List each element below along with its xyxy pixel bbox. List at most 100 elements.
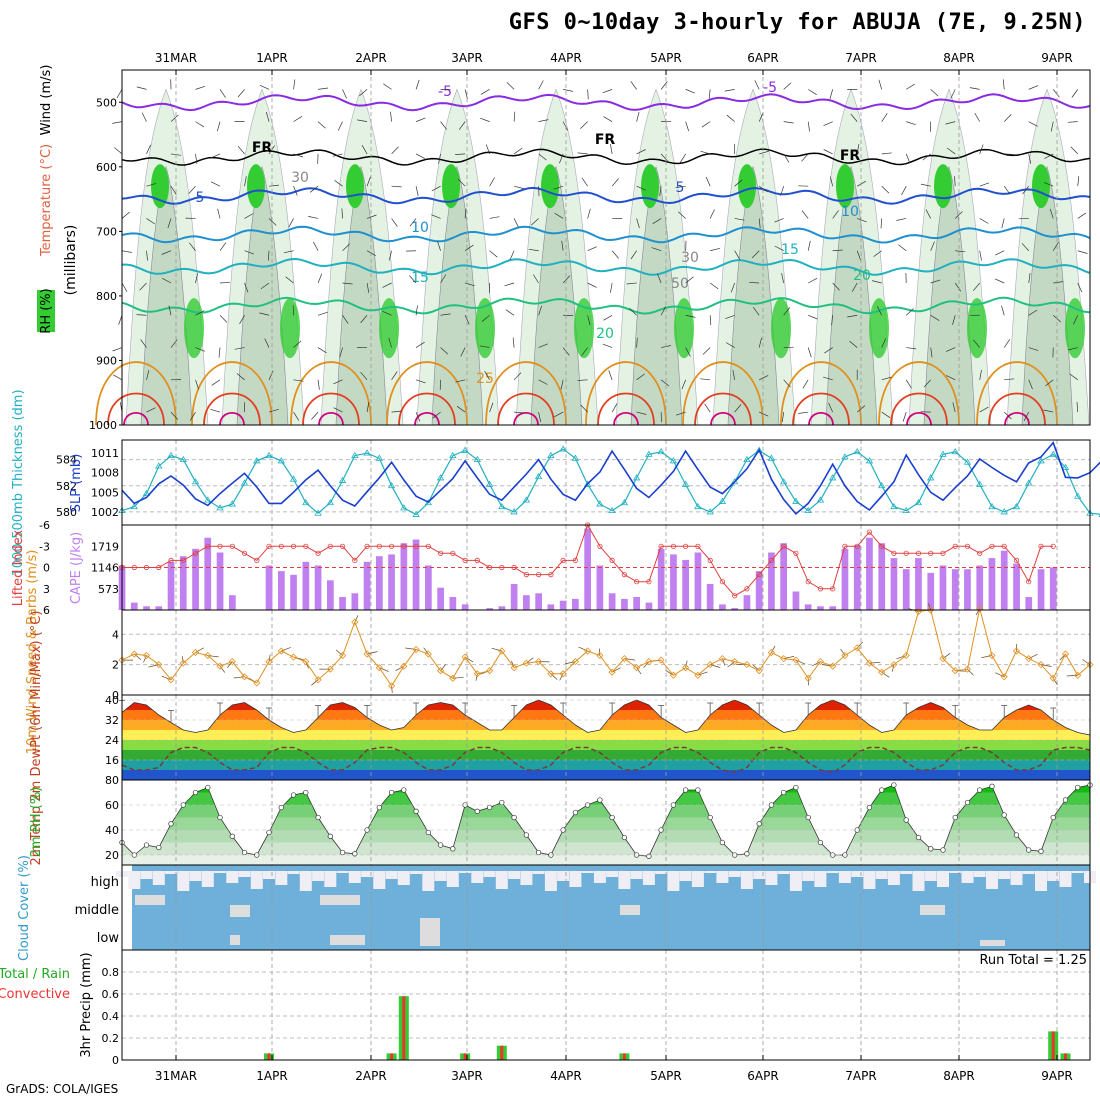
upper-wind-barb — [751, 250, 760, 259]
upper-wind-barb — [587, 315, 591, 326]
thickness-point — [142, 489, 151, 497]
wind-speed-point — [1061, 650, 1070, 658]
rh-tick-60: 60 — [105, 799, 119, 812]
upper-wind-barb — [146, 407, 156, 413]
ylabel-temp2m: 2m Temp 2m DewPt (6hr Min/Max) (°C) — [29, 611, 44, 866]
upper-wind-barb — [219, 315, 228, 323]
wind-speed-point — [743, 661, 751, 669]
cloud-layer-high: high — [91, 875, 119, 890]
wind-barb — [891, 664, 895, 672]
upper-wind-barb — [359, 89, 368, 97]
contour-10 — [121, 225, 1091, 244]
upper-wind-barb — [268, 370, 274, 380]
upper-wind-barb — [189, 411, 196, 421]
upper-wind-barb — [561, 240, 564, 251]
wind-speed-point — [253, 679, 261, 687]
upper-wind-barb — [629, 308, 637, 316]
upper-wind-barb — [636, 337, 638, 348]
rh-point — [486, 804, 493, 811]
upper-wind-barb — [849, 340, 858, 348]
upper-wind-barb — [332, 153, 343, 157]
wind-barb — [379, 667, 389, 672]
wind-barb — [578, 646, 588, 652]
upper-wind-barb — [603, 116, 613, 122]
upper-wind-barb — [979, 182, 990, 187]
upper-wind-barb — [732, 369, 736, 380]
upper-wind-barb — [505, 309, 515, 316]
wind-speed-point — [939, 655, 947, 663]
rh-point — [535, 849, 542, 856]
rh-shade-green-5 — [641, 164, 659, 209]
upper-wind-barb — [902, 411, 907, 422]
thickness-point — [657, 447, 665, 455]
upper-wind-barb — [708, 89, 711, 100]
upper-wind-barb — [457, 178, 466, 187]
thickness-point — [755, 446, 763, 453]
rh-point — [744, 851, 750, 857]
cape-bar — [915, 558, 922, 610]
wind-barb — [366, 651, 378, 655]
upper-wind-barb — [881, 376, 892, 381]
cloud-high-gap — [618, 871, 631, 889]
rh-point — [903, 817, 909, 823]
warm-dome-5-2 — [613, 412, 639, 426]
wind-speed-point — [1074, 671, 1082, 679]
rh-tick-20: 20 — [105, 849, 119, 862]
upper-wind-barb — [317, 273, 323, 284]
cape-tick-1719: 1719 — [91, 540, 119, 553]
rh-point — [682, 787, 689, 793]
upper-wind-barb — [774, 245, 784, 252]
wind-barb — [281, 647, 291, 652]
cloud-high-gap — [324, 871, 337, 887]
lifted-index-point — [401, 543, 407, 549]
temp-tick-24: 24 — [105, 734, 119, 747]
date-bottom-6APR: 6APR — [747, 1069, 778, 1083]
wind-speed-point — [596, 651, 604, 660]
lifted-index-point — [572, 557, 579, 564]
upper-wind-barb — [388, 250, 392, 261]
temp-band-3 — [122, 740, 1090, 750]
cloud-high-gap — [250, 871, 263, 889]
lifted-index-point — [830, 586, 836, 592]
wind-barb — [227, 661, 233, 669]
wind-barb — [1052, 678, 1058, 685]
rh-point — [511, 814, 517, 821]
rh-point — [1001, 812, 1007, 818]
upper-wind-barb — [220, 281, 231, 284]
upper-wind-barb — [950, 89, 956, 99]
warm-dome-7-0 — [780, 361, 862, 426]
thickness-point — [1074, 492, 1082, 499]
cape-bar — [829, 606, 837, 610]
upper-wind-barb — [602, 343, 613, 348]
upper-wind-barb — [121, 211, 130, 219]
thickness-point — [191, 478, 200, 485]
cape-bar — [670, 554, 677, 610]
precip-tick-0.4: 0.4 — [102, 1010, 120, 1023]
wind-speed-point — [547, 670, 555, 678]
cape-bar — [449, 597, 457, 610]
wind-barb — [195, 647, 204, 653]
upper-wind-barb — [1077, 176, 1080, 187]
warm-dome-9-0 — [976, 361, 1058, 426]
thickness-point — [681, 480, 690, 487]
lifted-index-point — [205, 543, 211, 549]
pressure-tick-600: 600 — [96, 161, 117, 174]
contour-label-2: FR — [252, 140, 273, 156]
wind-barb — [643, 661, 650, 668]
thickness-point — [204, 496, 212, 503]
cloud-high-gap — [704, 871, 717, 873]
cloud-high-gap — [287, 871, 300, 874]
lifted-index-point — [597, 543, 603, 549]
upper-wind-barb — [211, 379, 221, 386]
thickness-point — [265, 451, 273, 459]
rh-point — [952, 814, 958, 821]
wind-speed-point — [424, 650, 432, 658]
upper-wind-barb — [382, 282, 392, 288]
rh-point — [621, 834, 628, 841]
pressure-tick-1000: 1000 — [89, 419, 117, 432]
wind-barb — [405, 647, 417, 650]
upper-panel-frame — [121, 69, 1091, 426]
temp-tick-16: 16 — [105, 754, 119, 767]
precip-tick-0.6: 0.6 — [102, 988, 120, 1001]
